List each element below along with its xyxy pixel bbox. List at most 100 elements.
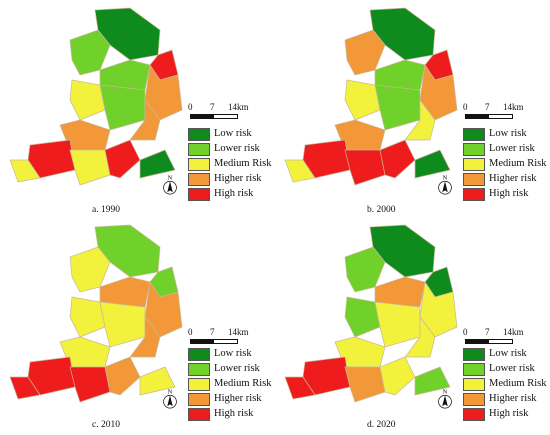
map-panel-2020: 0 7 14km Low risk Lower risk Medium Risk… (275, 217, 550, 434)
legend-label: Medium Risk (214, 378, 272, 389)
north-arrow-icon: N (438, 174, 452, 195)
scale-tick-14km: 14km (228, 102, 249, 112)
legend-swatch (463, 188, 485, 201)
panel-caption-2000: b. 2000 (367, 205, 396, 215)
scale-tick-7: 7 (485, 327, 490, 337)
legend-label: Lower risk (214, 143, 260, 154)
legend-swatch (188, 158, 210, 171)
legend-label: High risk (489, 408, 529, 419)
scale-bar: 0 7 14km (463, 102, 524, 120)
north-label: N (443, 174, 448, 181)
scale-tick-7: 7 (210, 102, 215, 112)
region-far-southeast (139, 149, 176, 179)
legend-label: Lower risk (489, 363, 535, 374)
map-panel-1990: 0 7 14km Low risk Lower risk Medium Risk… (0, 0, 275, 217)
legend-swatch (463, 128, 485, 141)
map-panel-2010: 0 7 14km Low risk Lower risk Medium Risk… (0, 217, 275, 434)
panel-caption-2010: c. 2010 (92, 420, 120, 430)
region-west (69, 79, 106, 121)
legend-label: Medium Risk (214, 158, 272, 169)
scale-tick-14km: 14km (503, 327, 524, 337)
legend-label: Higher risk (214, 393, 262, 404)
risk-map-2020 (284, 224, 458, 403)
legend-swatch (463, 158, 485, 171)
legend-swatch (188, 128, 210, 141)
legend-swatch (463, 363, 485, 376)
region-center (99, 84, 146, 131)
region-west (344, 296, 381, 338)
legend-label: High risk (214, 188, 254, 199)
region-south-east2 (379, 356, 416, 396)
north-arrow-icon: N (163, 174, 177, 195)
legend-label: Low risk (214, 128, 252, 139)
region-far-southwest (9, 159, 41, 183)
north-label: N (168, 174, 173, 181)
region-south-east2 (379, 139, 416, 179)
scale-tick-0: 0 (188, 327, 193, 337)
risk-map-2000 (284, 7, 458, 186)
panel-caption-1990: a. 1990 (92, 205, 120, 215)
legend-swatch (463, 378, 485, 391)
region-southeast (404, 315, 436, 358)
scale-bar: 0 7 14km (188, 327, 249, 345)
legend-label: Higher risk (489, 173, 537, 184)
region-south-east2 (104, 139, 141, 179)
north-label: N (168, 388, 173, 395)
region-southwest (302, 139, 351, 179)
region-west (344, 79, 381, 121)
region-far-southeast (414, 366, 451, 396)
north-label: N (443, 388, 448, 395)
region-far-southeast (139, 366, 176, 396)
region-southeast (129, 315, 161, 358)
region-south (69, 149, 111, 186)
legend-label: Higher risk (214, 173, 262, 184)
legend-label: Lower risk (214, 363, 260, 374)
legend-label: Medium Risk (489, 158, 547, 169)
legend-swatch (188, 393, 210, 406)
scale-tick-0: 0 (463, 327, 468, 337)
region-far-southwest (284, 159, 316, 183)
legend-label: Medium Risk (489, 378, 547, 389)
region-southwest (27, 356, 76, 396)
legend-label: High risk (489, 188, 529, 199)
region-center (374, 301, 421, 348)
region-far-southwest (9, 376, 41, 400)
scale-bar-graphic (465, 114, 513, 119)
legend-swatch (188, 378, 210, 391)
scale-tick-14km: 14km (503, 102, 524, 112)
legend-swatch (463, 408, 485, 421)
legend-swatch (188, 408, 210, 421)
scale-bar: 0 7 14km (463, 327, 524, 345)
scale-bar: 0 7 14km (188, 102, 249, 120)
legend-swatch (463, 173, 485, 186)
region-center (374, 84, 421, 131)
region-south-east2 (104, 356, 141, 396)
panel-caption-2020: d. 2020 (367, 420, 396, 430)
legend-label: Low risk (489, 348, 527, 359)
risk-map-1990 (9, 7, 183, 186)
scale-tick-7: 7 (485, 102, 490, 112)
legend-swatch (463, 348, 485, 361)
legend-label: Lower risk (489, 143, 535, 154)
region-southwest (27, 139, 76, 179)
region-west (69, 296, 106, 338)
legend-label: High risk (214, 408, 254, 419)
legend-label: Low risk (489, 128, 527, 139)
scale-bar-graphic (465, 339, 513, 344)
region-far-southwest (284, 376, 316, 400)
scale-tick-14km: 14km (228, 327, 249, 337)
scale-bar-graphic (190, 339, 238, 344)
legend-swatch (188, 188, 210, 201)
region-south (69, 366, 111, 403)
north-arrow-icon: N (438, 388, 452, 409)
region-south (344, 149, 386, 186)
legend-label: Low risk (214, 348, 252, 359)
legend-swatch (463, 143, 485, 156)
legend-swatch (188, 348, 210, 361)
legend-swatch (188, 143, 210, 156)
legend-swatch (188, 173, 210, 186)
legend-swatch (188, 363, 210, 376)
scale-bar-graphic (190, 114, 238, 119)
region-southeast (404, 98, 436, 141)
legend-label: Higher risk (489, 393, 537, 404)
